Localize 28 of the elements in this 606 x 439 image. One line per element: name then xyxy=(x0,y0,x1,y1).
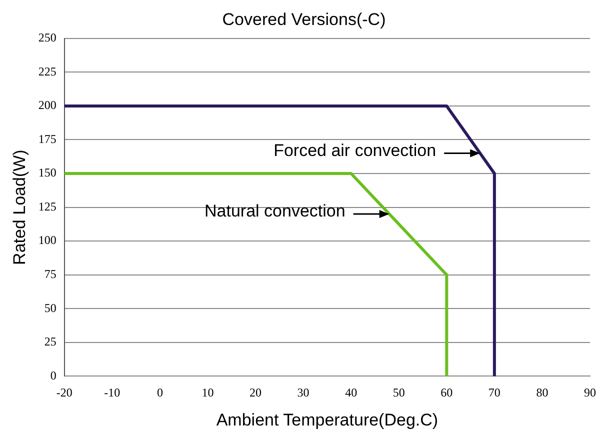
y-tick-label: 150 xyxy=(38,166,56,180)
x-tick-label: 30 xyxy=(297,386,310,400)
x-tick-label: 0 xyxy=(156,386,163,400)
x-tick-label: 20 xyxy=(250,386,262,400)
y-tick-label: 0 xyxy=(50,368,56,382)
annotation: Natural convection xyxy=(204,202,346,221)
x-tick-label: -20 xyxy=(56,386,72,400)
x-tick-label: 40 xyxy=(345,386,358,400)
x-tick-label: -10 xyxy=(104,386,120,400)
x-tick-label: 10 xyxy=(202,386,214,400)
y-tick-label: 250 xyxy=(38,30,56,45)
y-tick-label: 225 xyxy=(38,64,56,78)
y-tick-label: 175 xyxy=(38,132,56,146)
annotation: Forced air convection xyxy=(274,140,436,160)
y-tick-label: 25 xyxy=(44,334,56,349)
y-tick-label: 100 xyxy=(38,233,56,248)
y-tick-label: 125 xyxy=(38,199,56,214)
x-tick-label: 50 xyxy=(392,386,405,400)
x-tick-label: 90 xyxy=(584,386,596,400)
x-tick-label: 70 xyxy=(488,386,500,400)
x-tick-label: 80 xyxy=(536,386,548,400)
y-tick-label: 75 xyxy=(44,267,56,282)
y-tick-label: 50 xyxy=(44,300,56,315)
x-axis-title: Ambient Temperature(Deg.C) xyxy=(216,410,438,430)
y-axis-title: Rated Load(W) xyxy=(10,150,29,265)
y-tick-label: 200 xyxy=(38,98,56,112)
chart-title: Covered Versions(-C) xyxy=(222,10,386,29)
x-tick-label: 60 xyxy=(440,386,453,400)
